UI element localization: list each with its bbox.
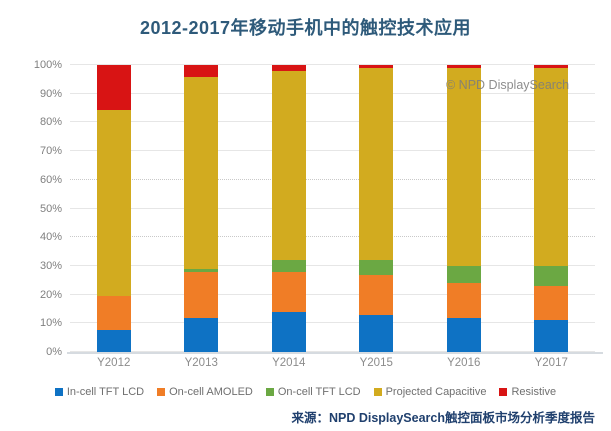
stacked-bar-y2014 <box>271 65 306 352</box>
bar-segment-y2013-on-cell-tft-lcd <box>184 268 219 272</box>
legend-label: On-cell AMOLED <box>169 386 253 398</box>
bar-segment-y2017-resistive <box>534 65 569 68</box>
x-axis-labels: Y2012 Y2013 Y2014 Y2015 Y2016 Y2017 <box>70 357 595 369</box>
bar-segment-y2013-resistive <box>184 65 219 77</box>
gridline-0 <box>70 351 595 352</box>
x-tick-label-y2014: Y2014 <box>272 357 306 369</box>
bar-segment-y2017-in-cell-tft-lcd <box>534 320 569 352</box>
legend-item-in-cell-tft-lcd: In-cell TFT LCD <box>54 386 145 398</box>
legend-swatch-icon <box>157 388 166 396</box>
y-tick-label-50: 50% <box>39 202 62 215</box>
legend-label: Projected Capacitive <box>385 386 487 398</box>
plot-area: © NPD DisplaySearch <box>67 64 603 354</box>
bar-segment-y2015-in-cell-tft-lcd <box>359 314 394 352</box>
y-tick-label-70: 70% <box>39 145 62 158</box>
stacked-bar-y2013 <box>184 65 219 352</box>
y-axis: 0% 10% 20% 30% 40% 50% 60% 70% 80% 90% 100% <box>0 59 62 358</box>
legend-item-on-cell-tft-lcd: On-cell TFT LCD <box>265 386 361 398</box>
y-tick-label-100: 100% <box>33 59 62 71</box>
x-tick-label-y2016: Y2016 <box>447 357 481 369</box>
legend-label: Resistive <box>511 386 557 398</box>
y-tick-label-60: 60% <box>39 173 62 186</box>
y-tick-label-40: 40% <box>39 231 62 244</box>
gridline-90 <box>70 92 595 94</box>
source-note: 来源：NPD DisplaySearch触控面板市场分析季度报告 <box>291 411 595 425</box>
legend-label: In-cell TFT LCD <box>66 386 145 398</box>
bar-segment-y2014-in-cell-tft-lcd <box>271 311 306 352</box>
bar-segment-y2017-projected-capacitive <box>534 67 569 266</box>
bar-segment-y2016-resistive <box>446 65 481 68</box>
stacked-bar-y2017 <box>534 65 569 352</box>
bar-segment-y2012-in-cell-tft-lcd <box>96 330 131 352</box>
gridline-70 <box>70 150 595 152</box>
gridline-20 <box>70 293 595 295</box>
stacked-bar-y2012 <box>96 65 131 352</box>
bar-segment-y2016-on-cell-amoled <box>446 283 481 318</box>
gridline-80 <box>70 121 595 123</box>
bar-segment-y2017-on-cell-amoled <box>534 286 569 321</box>
legend: In-cell TFT LCD On-cell AMOLED On-cell TFT… <box>0 386 611 398</box>
gridline-100 <box>70 64 595 65</box>
legend-swatch-icon <box>265 388 274 396</box>
bar-segment-y2015-resistive <box>359 65 394 68</box>
x-tick-label-y2013: Y2013 <box>184 357 218 369</box>
bar-segment-y2013-projected-capacitive <box>184 76 219 269</box>
x-axis-line <box>67 352 603 354</box>
legend-swatch-icon <box>54 388 63 396</box>
bar-segment-y2015-on-cell-tft-lcd <box>359 260 394 275</box>
chart-title: 2012-2017年移动手机中的触控技术应用 <box>139 18 472 38</box>
y-tick-label-80: 80% <box>39 116 62 129</box>
legend-label: On-cell TFT LCD <box>277 386 361 398</box>
legend-item-resistive: Resistive <box>499 386 556 398</box>
bar-segment-y2016-projected-capacitive <box>446 67 481 266</box>
gridline-10 <box>70 322 595 324</box>
y-tick-label-90: 90% <box>39 87 62 100</box>
y-tick-label-20: 20% <box>39 288 62 301</box>
legend-item-on-cell-amoled: On-cell AMOLED <box>157 386 253 398</box>
legend-swatch-icon <box>373 388 382 396</box>
bar-segment-y2013-on-cell-amoled <box>184 271 219 318</box>
x-tick-label-y2012: Y2012 <box>97 357 131 369</box>
x-tick-label-y2017: Y2017 <box>534 357 568 369</box>
bar-segment-y2014-projected-capacitive <box>271 70 306 261</box>
gridline-40 <box>70 236 595 238</box>
legend-swatch-icon <box>499 388 508 396</box>
bar-segment-y2014-on-cell-tft-lcd <box>271 260 306 272</box>
stacked-bar-y2015 <box>359 65 394 352</box>
y-tick-label-30: 30% <box>39 259 62 272</box>
bar-segment-y2014-resistive <box>271 65 306 71</box>
y-tick-label-0: 0% <box>46 346 62 358</box>
bar-segment-y2015-projected-capacitive <box>359 67 394 261</box>
gridline-30 <box>70 264 595 266</box>
bar-series <box>70 65 595 352</box>
bar-segment-y2016-in-cell-tft-lcd <box>446 317 481 352</box>
bar-segment-y2015-on-cell-amoled <box>359 274 394 315</box>
bar-segment-y2012-projected-capacitive <box>96 109 131 297</box>
bar-segment-y2013-in-cell-tft-lcd <box>184 317 219 352</box>
stacked-bar-y2016 <box>446 65 481 352</box>
bar-segment-y2012-on-cell-amoled <box>96 296 131 331</box>
bar-segment-y2012-resistive <box>96 65 131 110</box>
bar-segment-y2014-on-cell-amoled <box>271 271 306 312</box>
x-tick-label-y2015: Y2015 <box>359 357 393 369</box>
gridline-60 <box>70 178 595 180</box>
y-tick-label-10: 10% <box>39 317 62 330</box>
watermark: © NPD DisplaySearch <box>446 78 570 92</box>
gridline-50 <box>70 207 595 209</box>
legend-item-projected-capacitive: Projected Capacitive <box>373 386 487 398</box>
bar-segment-y2016-on-cell-tft-lcd <box>446 265 481 284</box>
bar-segment-y2017-on-cell-tft-lcd <box>534 265 569 286</box>
